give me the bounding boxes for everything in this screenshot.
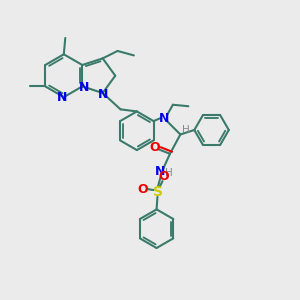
Text: H: H (182, 125, 190, 135)
Text: O: O (159, 170, 169, 183)
Text: N: N (159, 112, 169, 124)
Text: O: O (137, 183, 148, 196)
Text: N: N (79, 81, 89, 94)
Text: N: N (98, 88, 108, 101)
Text: N: N (155, 165, 165, 178)
Text: N: N (57, 91, 68, 103)
Text: O: O (150, 141, 160, 154)
Text: S: S (153, 184, 163, 199)
Text: H: H (165, 168, 172, 178)
